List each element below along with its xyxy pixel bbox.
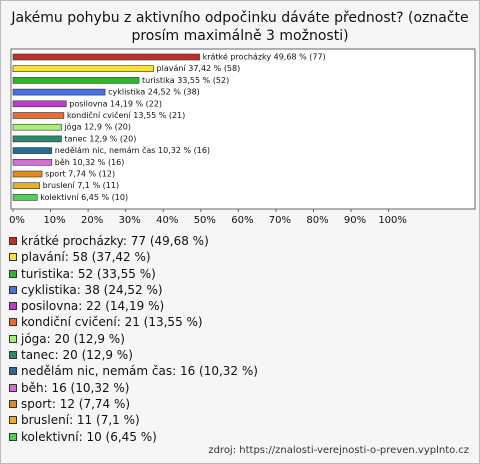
legend-entry: tanec: 20 (12,9 %): [9, 347, 258, 363]
legend-label: cyklistika: 38 (24,52 %): [21, 282, 163, 297]
legend-entry: kolektivní: 10 (6,45 %): [9, 429, 258, 445]
bar: [12, 159, 53, 166]
bar: [12, 182, 40, 189]
legend-entry: cyklistika: 38 (24,52 %): [9, 282, 258, 298]
legend-swatch: [9, 237, 17, 245]
bar-label: cyklistika 24,52 % (38): [108, 88, 200, 97]
x-tick-label: 50%: [194, 215, 216, 226]
legend-entry: bruslení: 11 (7,1 %): [9, 412, 258, 428]
bar: [12, 65, 154, 72]
x-tick-label: 100%: [378, 215, 407, 226]
bar-label: běh 10,32 % (16): [55, 158, 125, 167]
legend-label: kolektivní: 10 (6,45 %): [21, 429, 157, 444]
legend-swatch: [9, 432, 17, 441]
bar: [12, 77, 140, 84]
legend-entry: krátké procházky: 77 (49,68 %): [9, 233, 258, 249]
x-tick-label: 0%: [9, 215, 25, 226]
bar-label: krátké procházky 49,68 % (77): [203, 52, 326, 62]
bar-label: posilovna 14,19 % (22): [69, 99, 162, 108]
bar: [12, 147, 53, 154]
legend-label: sport: 12 (7,74 %): [21, 396, 131, 411]
legend-swatch: [9, 351, 17, 360]
bar-label: kolektivní 6,45 % (10): [40, 193, 128, 202]
x-tick-label: 90%: [344, 215, 366, 226]
x-tick-label: 20%: [81, 215, 103, 226]
x-tick-label: 30%: [119, 215, 141, 226]
bar-label: nedělám nic, nemám čas 10,32 % (16): [55, 145, 210, 155]
legend-entry: sport: 12 (7,74 %): [9, 396, 258, 412]
bar: [12, 53, 200, 61]
legend-swatch: [9, 253, 17, 262]
bar: [12, 170, 43, 178]
legend-entry: jóga: 20 (12,9 %): [9, 331, 258, 347]
legend-swatch: [9, 416, 17, 425]
legend-entry: běh: 16 (10,32 %): [9, 380, 258, 396]
legend-label: tanec: 20 (12,9 %): [21, 348, 133, 363]
legend-swatch: [9, 367, 17, 376]
bar-label: bruslení 7,1 % (11): [43, 181, 119, 190]
legend-label: posilovna: 22 (14,19 %): [21, 299, 165, 314]
legend-entry: kondiční cvičení: 21 (13,55 %): [9, 314, 258, 330]
legend-swatch: [9, 399, 17, 408]
legend-label: jóga: 20 (12,9 %): [21, 331, 125, 346]
legend-label: nedělám nic, nemám čas: 16 (10,32 %): [21, 364, 258, 379]
legend-swatch: [9, 269, 17, 278]
source: zdroj: https://znalosti-verejnosti-o-pre…: [208, 445, 469, 456]
bar-label: jóga 12,9 % (20): [63, 122, 131, 132]
legend-label: krátké procházky: 77 (49,68 %): [21, 234, 209, 248]
legend-label: běh: 16 (10,32 %): [21, 380, 130, 395]
bar-label: plavání 37,42 % (58): [157, 64, 241, 73]
x-tick-label: 60%: [231, 215, 253, 226]
legend-swatch: [9, 285, 17, 294]
bar: [12, 88, 106, 96]
bar-label: turistika 33,55 % (52): [142, 76, 229, 85]
chart-title: Jakému pohybu z aktivního odpočinku dává…: [11, 10, 469, 44]
x-tick-label: 10%: [43, 215, 65, 226]
legend-swatch: [9, 302, 17, 311]
legend: krátké procházky: 77 (49,68 %) plavání: 5…: [9, 233, 258, 445]
chart: 0% 10% 20% 30% 40% 50% 60% 70% 80% 90% 100% krátké …: [9, 48, 476, 226]
x-tick-label: 70%: [269, 215, 291, 226]
legend-swatch: [9, 318, 17, 327]
bar-label: tanec 12,9 % (20): [64, 134, 136, 143]
legend-swatch: [9, 334, 17, 343]
legend-entry: nedělám nic, nemám čas: 16 (10,32 %): [9, 363, 258, 379]
bar: [12, 112, 65, 119]
bar: [12, 135, 62, 143]
legend-label: plavání: 58 (37,42 %): [21, 250, 151, 265]
bar: [12, 100, 67, 108]
legend-swatch: [9, 383, 17, 392]
plot-frame: [10, 48, 476, 210]
bar-label: kondiční cvičení 13,55 % (21): [67, 110, 185, 120]
bar-label: sport 7,74 % (12): [45, 170, 115, 179]
bar: [12, 194, 38, 201]
legend-entry: turistika: 52 (33,55 %): [9, 266, 258, 282]
bar: [12, 123, 62, 131]
legend-label: kondiční cvičení: 21 (13,55 %): [21, 315, 203, 330]
x-tick-label: 80%: [306, 215, 328, 226]
legend-label: turistika: 52 (33,55 %): [21, 266, 156, 281]
legend-entry: posilovna: 22 (14,19 %): [9, 298, 258, 314]
legend-label: bruslení: 11 (7,1 %): [21, 413, 140, 428]
x-tick-label: 40%: [156, 215, 178, 226]
legend-entry: plavání: 58 (37,42 %): [9, 249, 258, 265]
